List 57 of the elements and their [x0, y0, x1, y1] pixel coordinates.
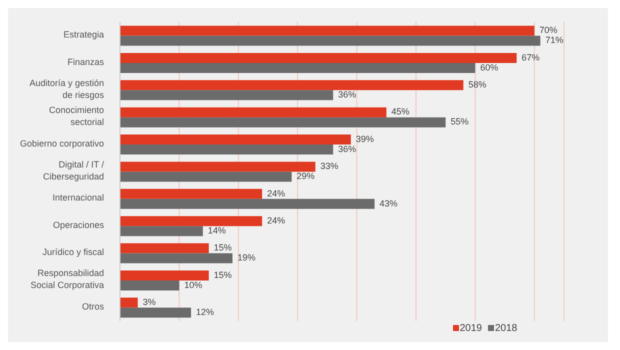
data-label: 10%	[184, 280, 202, 290]
y-tick-label: Jurídico y fiscal	[42, 247, 104, 258]
bar	[120, 243, 209, 254]
y-tick-label: Estrategia	[63, 30, 104, 40]
data-label: 71%	[545, 35, 564, 46]
y-tick-label: Auditoría y gestión de riesgos	[29, 78, 104, 100]
bar	[120, 117, 446, 128]
data-label: 3%	[142, 297, 156, 307]
data-label: 33%	[320, 161, 338, 172]
data-label: 36%	[338, 90, 356, 100]
data-label: 36%	[338, 144, 356, 154]
data-label: 12%	[196, 307, 214, 317]
data-label: 39%	[356, 134, 374, 144]
data-label: 67%	[522, 52, 540, 62]
bar	[120, 188, 262, 199]
bar	[120, 253, 232, 264]
bar	[120, 52, 517, 63]
bar	[120, 270, 209, 280]
y-tick-label: Conocimiento sectorial	[48, 106, 104, 128]
y-tick-label: Finanzas	[67, 57, 104, 68]
data-label: 55%	[450, 116, 469, 127]
y-tick-label: Gobierno corporativo	[20, 138, 104, 149]
legend-label: 2019	[458, 323, 482, 334]
data-label: 43%	[380, 198, 398, 208]
bar	[120, 62, 476, 73]
bar	[120, 308, 192, 318]
bar	[120, 172, 292, 182]
data-label: 24%	[267, 188, 286, 198]
bar	[120, 80, 464, 90]
data-label: 24%	[267, 215, 286, 226]
bar	[120, 134, 351, 145]
y-tick-label: Operaciones	[52, 220, 104, 230]
bar	[120, 26, 534, 36]
bar	[120, 36, 540, 46]
bar	[120, 216, 262, 226]
data-label: 58%	[468, 80, 486, 90]
y-tick-label: Responsabilidad Social Corporativa	[30, 268, 104, 291]
data-label: 14%	[208, 225, 226, 236]
y-tick-label: Otros	[82, 302, 104, 312]
bar	[120, 226, 203, 236]
data-label: 70%	[539, 25, 558, 36]
legend-label: 2018	[494, 323, 518, 334]
y-tick-label: Internacional	[52, 193, 104, 204]
bar	[120, 280, 180, 290]
bar	[120, 162, 316, 172]
data-label: 29%	[296, 171, 315, 182]
bar	[120, 107, 386, 118]
data-label: 45%	[391, 106, 410, 117]
bar	[120, 298, 138, 308]
bar	[120, 90, 334, 100]
data-label: 19%	[237, 252, 256, 263]
data-label: 15%	[214, 270, 232, 280]
data-label: 15%	[214, 242, 232, 253]
y-tick-label: Digital / IT / Ciberseguridad	[42, 160, 104, 182]
data-label: 60%	[480, 62, 498, 72]
bar	[120, 144, 334, 155]
bar	[120, 198, 375, 209]
